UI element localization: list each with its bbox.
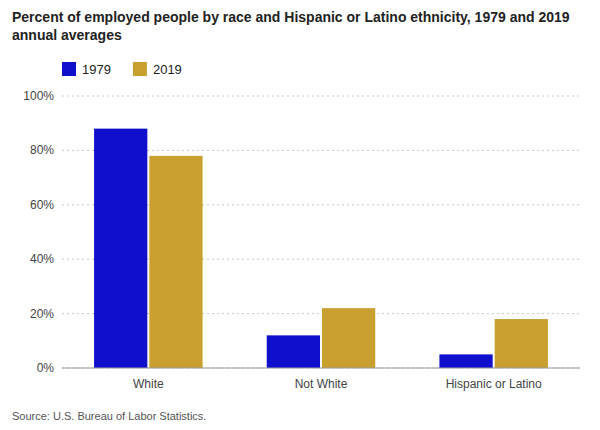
legend: 1979 2019 xyxy=(62,62,182,77)
bar xyxy=(322,308,375,368)
y-tick-label: 60% xyxy=(30,198,54,212)
y-axis: 0% 20% 40% 60% 80% 100% xyxy=(23,89,580,375)
x-tick-label: Not White xyxy=(295,377,348,391)
y-tick-label: 80% xyxy=(30,143,54,157)
source: Source: U.S. Bureau of Labor Statistics. xyxy=(12,410,206,422)
bars xyxy=(94,129,548,368)
title: Percent of employed people by race and H… xyxy=(12,9,570,43)
title-line: annual averages xyxy=(12,27,122,43)
chart: Percent of employed people by race and H… xyxy=(0,0,600,430)
bar xyxy=(439,354,492,368)
x-axis: White Not White Hispanic or Latino xyxy=(62,368,580,391)
x-tick-label: White xyxy=(133,377,164,391)
legend-label: 1979 xyxy=(82,62,111,77)
bar xyxy=(94,129,147,368)
legend-swatch xyxy=(62,62,76,76)
legend-swatch xyxy=(133,62,147,76)
grid-line xyxy=(62,368,580,369)
y-tick-label: 20% xyxy=(30,307,54,321)
y-tick-label: 100% xyxy=(23,89,54,103)
y-tick-label: 40% xyxy=(30,252,54,266)
title-line: Percent of employed people by race and H… xyxy=(12,9,570,25)
x-axis-line xyxy=(62,368,580,369)
legend-label: 2019 xyxy=(153,62,182,77)
y-tick-label: 0% xyxy=(37,361,55,375)
bar xyxy=(495,319,548,368)
grid-line xyxy=(62,96,580,97)
bar xyxy=(149,156,202,368)
bar xyxy=(267,335,320,368)
x-tick-label: Hispanic or Latino xyxy=(446,377,542,391)
